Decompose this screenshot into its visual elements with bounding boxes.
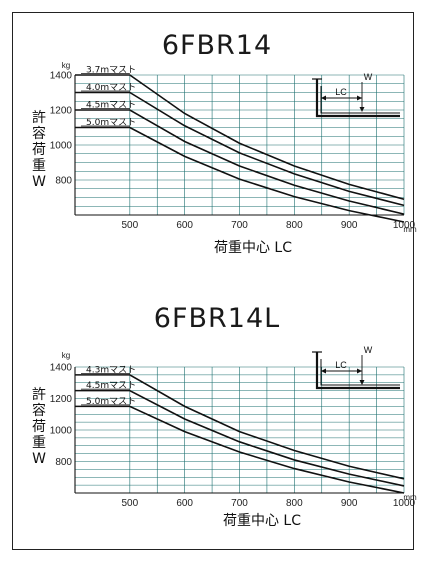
chart-1-y-tick-label: 1200 [50, 106, 73, 117]
chart-2-y-tick-label: 1000 [50, 426, 73, 437]
chart-1-title: 6FBR14 [162, 30, 272, 61]
chart-1-x-tick-label: 600 [176, 220, 193, 231]
chart-2-w-label: W [364, 345, 373, 355]
chart-2-y-tick-label: 1200 [50, 394, 73, 405]
chart-2-x-unit: mm [403, 493, 417, 502]
chart-2-x-tick-label: 700 [231, 498, 248, 509]
chart-1-x-tick-label: 900 [341, 220, 358, 231]
chart-2-tick-labels: 1400 1200 1000 800 500 600 700 800 900 1000 [50, 363, 416, 510]
chart-1-y-tick-label: 800 [55, 176, 72, 187]
chart-1-w-arrowhead [359, 107, 365, 112]
chart-2-legend-label: 4.3mマスト [86, 365, 136, 375]
chart-1-ylabel-char-5: W [32, 174, 46, 190]
chart-1-legend-label: 5.0mマスト [86, 118, 136, 128]
chart-2-series-lines [75, 374, 405, 494]
chart-2-y-tick-label: 800 [55, 457, 72, 468]
chart-1-ylabel-char-1: 許 [32, 110, 46, 126]
chart-2-grid [74, 366, 405, 494]
chart-1-series-line [75, 109, 405, 215]
chart-1-fork-inner [320, 86, 400, 114]
chart-1-x-unit: mm [403, 225, 417, 234]
chart-2-lc-diagram: LC W [312, 345, 400, 390]
chart-1-ylabel-char-4: 重 [32, 158, 46, 174]
chart-1-grid [74, 74, 405, 216]
chart-1-y-axis-label: 許 容 荷 重 W [32, 110, 46, 190]
chart-1: 6FBR14 1400 1200 1000 800 500 600 700 800 900 100… [32, 30, 417, 256]
chart-1-w-label: W [364, 72, 373, 82]
chart-1-legend-label: 4.0mマスト [86, 83, 136, 93]
chart-2-fork-shape [315, 352, 400, 390]
chart-2-y-axis-label: 許 容 荷 重 W [32, 387, 46, 467]
chart-1-legend: 3.7mマスト 4.0mマスト 4.5mマスト 5.0mマスト [81, 66, 136, 128]
chart-2-series-line [75, 389, 405, 487]
chart-1-y-tick-label: 1400 [50, 71, 73, 82]
chart-2-ylabel-char-4: 重 [32, 435, 46, 451]
chart-2-lc-arrow-right [357, 368, 362, 374]
chart-1-series-line [75, 91, 405, 207]
chart-1-ylabel-char-2: 容 [32, 125, 46, 142]
chart-2-title: 6FBR14L [154, 303, 280, 334]
chart-1-x-axis-label: 荷重中心 LC [214, 240, 292, 256]
chart-2-fork-inner [320, 359, 400, 386]
chart-2-x-tick-label: 500 [121, 498, 138, 509]
chart-1-legend-label: 4.5mマスト [86, 101, 136, 111]
chart-1-lc-label: LC [335, 87, 347, 97]
chart-2-x-tick-label: 900 [341, 498, 358, 509]
chart-1-lc-diagram: LC W [312, 72, 400, 118]
chart-1-lc-arrow-left [321, 95, 326, 101]
page-frame [12, 12, 414, 550]
chart-2: 6FBR14L 1400 1200 1000 800 500 600 700 800 900 10… [32, 303, 417, 529]
chart-1-y-tick-label: 1000 [50, 141, 73, 152]
chart-1-y-unit: kg [62, 61, 70, 70]
chart-1-x-tick-label: 500 [121, 220, 138, 231]
chart-2-x-tick-label: 1000 [393, 498, 416, 509]
chart-2-ylabel-char-1: 許 [32, 387, 46, 403]
chart-1-lc-arrow-right [357, 95, 362, 101]
chart-2-legend-label: 5.0mマスト [86, 397, 136, 407]
chart-2-series-line [75, 405, 405, 494]
chart-1-series-lines [75, 74, 405, 223]
chart-1-x-tick-label: 1000 [393, 220, 416, 231]
chart-2-y-tick-label: 1400 [50, 363, 73, 374]
chart-2-x-tick-label: 800 [286, 498, 303, 509]
chart-1-series-line [75, 74, 405, 201]
chart-2-lc-label: LC [335, 360, 347, 370]
chart-2-x-axis-label: 荷重中心 LC [223, 513, 301, 529]
chart-1-ylabel-char-3: 荷 [32, 142, 46, 158]
chart-2-legend-label: 4.5mマスト [86, 381, 136, 391]
chart-2-series-line [75, 374, 405, 480]
chart-1-series-line [75, 126, 405, 223]
chart-2-legend: 4.3mマスト 4.5mマスト 5.0mマスト [81, 365, 136, 407]
chart-1-fork-shape [315, 79, 400, 118]
chart-2-w-arrowhead [359, 380, 365, 385]
chart-2-x-tick-label: 600 [176, 498, 193, 509]
chart-2-ylabel-char-3: 荷 [32, 419, 46, 435]
chart-1-legend-label: 3.7mマスト [86, 66, 136, 76]
chart-2-lc-arrow-left [321, 368, 326, 374]
chart-2-ylabel-char-2: 容 [32, 402, 46, 419]
chart-1-x-tick-label: 800 [286, 220, 303, 231]
chart-2-y-unit: kg [62, 351, 70, 360]
chart-1-tick-labels: 1400 1200 1000 800 500 600 700 800 900 1000 [50, 71, 416, 232]
chart-2-ylabel-char-5: W [32, 451, 46, 467]
chart-1-x-tick-label: 700 [231, 220, 248, 231]
